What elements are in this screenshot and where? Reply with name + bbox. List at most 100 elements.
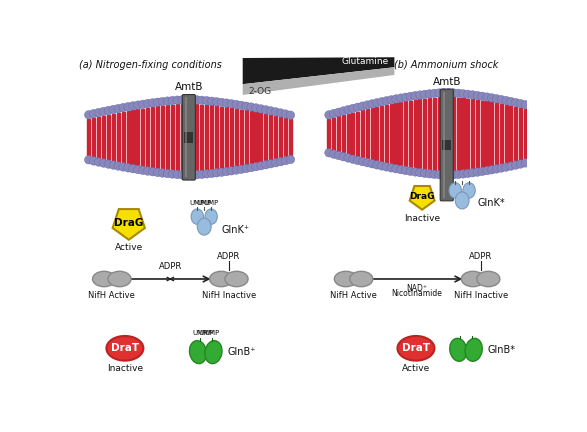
Circle shape xyxy=(203,170,211,178)
Circle shape xyxy=(262,161,270,169)
Bar xyxy=(220,107,223,168)
Circle shape xyxy=(488,94,496,102)
Circle shape xyxy=(276,109,285,117)
Circle shape xyxy=(281,110,290,118)
Circle shape xyxy=(502,96,510,105)
Polygon shape xyxy=(113,209,145,240)
Bar xyxy=(289,119,292,155)
Bar xyxy=(394,103,397,165)
Circle shape xyxy=(153,168,162,177)
Bar xyxy=(264,114,268,161)
Circle shape xyxy=(143,99,152,108)
Circle shape xyxy=(129,165,137,173)
Bar xyxy=(356,111,359,156)
Circle shape xyxy=(511,161,520,169)
Polygon shape xyxy=(410,186,434,210)
Bar xyxy=(490,102,493,165)
Circle shape xyxy=(232,166,241,174)
Bar xyxy=(230,108,233,167)
Ellipse shape xyxy=(477,271,500,287)
Bar xyxy=(514,107,517,161)
Ellipse shape xyxy=(463,183,475,198)
Circle shape xyxy=(349,104,357,113)
Circle shape xyxy=(440,89,448,97)
Circle shape xyxy=(377,98,386,106)
Text: UMP: UMP xyxy=(204,200,219,206)
Circle shape xyxy=(430,89,438,98)
Circle shape xyxy=(286,111,295,119)
Text: DraT: DraT xyxy=(402,343,430,353)
Ellipse shape xyxy=(93,271,116,287)
Circle shape xyxy=(217,98,226,107)
Bar xyxy=(107,115,110,160)
Circle shape xyxy=(406,92,414,101)
Circle shape xyxy=(329,150,338,159)
Bar xyxy=(437,97,441,171)
Circle shape xyxy=(425,169,434,178)
Circle shape xyxy=(492,165,501,173)
Ellipse shape xyxy=(465,338,483,361)
Text: DraG: DraG xyxy=(409,192,435,201)
Circle shape xyxy=(339,107,348,115)
Circle shape xyxy=(163,169,171,178)
Bar xyxy=(225,107,228,167)
Circle shape xyxy=(353,103,362,111)
Bar xyxy=(284,118,287,156)
Circle shape xyxy=(252,162,260,171)
Circle shape xyxy=(517,99,525,108)
Circle shape xyxy=(257,162,265,170)
Polygon shape xyxy=(242,67,394,95)
Bar xyxy=(447,97,450,171)
Circle shape xyxy=(492,95,501,103)
Circle shape xyxy=(435,89,443,97)
Circle shape xyxy=(158,169,167,177)
Text: NifH Active: NifH Active xyxy=(330,291,377,300)
Bar xyxy=(352,113,355,155)
Circle shape xyxy=(89,109,98,118)
Bar xyxy=(102,116,105,159)
Bar xyxy=(375,107,379,161)
Circle shape xyxy=(449,171,458,179)
Circle shape xyxy=(178,95,187,104)
Circle shape xyxy=(262,105,270,114)
Bar xyxy=(274,116,277,159)
Circle shape xyxy=(252,104,260,112)
Circle shape xyxy=(373,98,381,107)
Circle shape xyxy=(247,163,255,172)
Circle shape xyxy=(454,89,463,98)
Circle shape xyxy=(521,101,529,109)
Bar xyxy=(366,109,369,159)
Circle shape xyxy=(119,103,127,112)
Text: GlnB⁺: GlnB⁺ xyxy=(227,347,256,357)
Bar xyxy=(442,140,451,150)
Text: AmtB: AmtB xyxy=(433,77,461,87)
Circle shape xyxy=(392,165,400,173)
Circle shape xyxy=(406,167,414,175)
Bar xyxy=(524,109,527,159)
Ellipse shape xyxy=(191,209,204,224)
Ellipse shape xyxy=(106,336,143,361)
Circle shape xyxy=(158,97,167,106)
Bar xyxy=(328,119,330,149)
Bar xyxy=(385,105,388,162)
Circle shape xyxy=(237,101,245,110)
Bar xyxy=(414,100,417,168)
Text: Active: Active xyxy=(402,364,430,373)
Bar xyxy=(279,117,282,157)
Bar xyxy=(195,104,198,171)
Circle shape xyxy=(425,90,434,98)
Circle shape xyxy=(242,102,251,111)
Circle shape xyxy=(411,168,419,176)
Circle shape xyxy=(109,161,117,169)
Bar xyxy=(210,105,213,169)
Ellipse shape xyxy=(397,336,434,361)
Circle shape xyxy=(85,111,93,119)
Circle shape xyxy=(134,165,142,174)
Circle shape xyxy=(444,171,453,179)
Circle shape xyxy=(459,89,467,98)
Circle shape xyxy=(124,102,132,111)
Circle shape xyxy=(109,105,117,114)
Circle shape xyxy=(149,168,157,176)
Circle shape xyxy=(257,105,265,113)
Bar xyxy=(423,98,426,169)
